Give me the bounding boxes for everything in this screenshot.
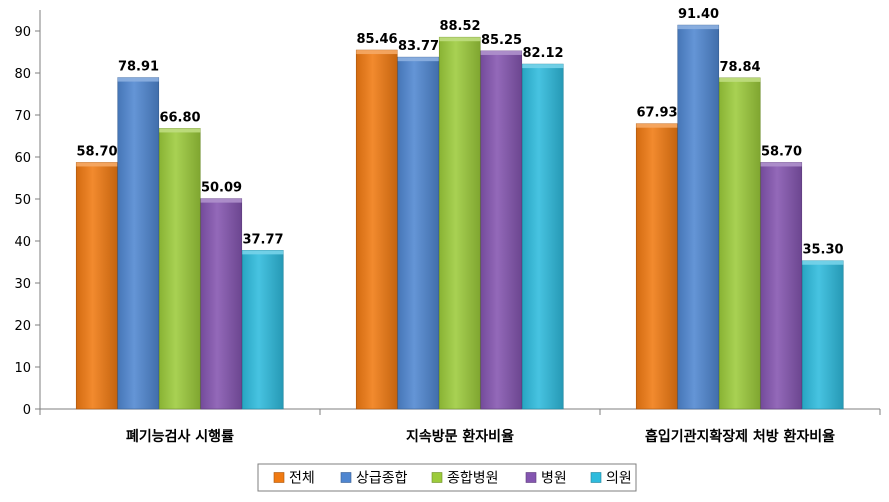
bar-병원 bbox=[200, 198, 243, 410]
y-tick-label: 40 bbox=[14, 235, 31, 250]
legend-swatch-상급종합 bbox=[340, 472, 352, 483]
data-label: 58.70 bbox=[761, 144, 802, 159]
bar-top-highlight bbox=[397, 57, 439, 62]
data-label: 78.84 bbox=[719, 60, 760, 75]
bar-상급종합 bbox=[677, 24, 720, 410]
data-label: 37.77 bbox=[242, 232, 283, 247]
x-category-label: 폐기능검사 시행률 bbox=[126, 428, 234, 445]
bar-top-highlight bbox=[636, 123, 678, 128]
legend-label: 전체 bbox=[289, 471, 315, 487]
y-tick-label: 30 bbox=[14, 277, 31, 292]
y-tick-label: 0 bbox=[23, 403, 31, 418]
legend-swatch-종합병원 bbox=[431, 472, 443, 483]
legend-box bbox=[257, 463, 637, 492]
y-tick-label: 10 bbox=[14, 361, 31, 376]
bar-top-highlight bbox=[200, 198, 242, 203]
bar-종합병원 bbox=[158, 128, 201, 410]
data-label: 78.91 bbox=[118, 60, 159, 75]
data-label: 85.46 bbox=[356, 32, 397, 47]
bar-의원 bbox=[241, 250, 284, 410]
bar-전체 bbox=[355, 49, 398, 410]
legend-swatch-병원 bbox=[525, 472, 537, 483]
bar-top-highlight bbox=[439, 37, 481, 42]
bar-병원 bbox=[760, 162, 803, 410]
bar-top-highlight bbox=[760, 162, 802, 167]
data-label: 82.12 bbox=[522, 46, 563, 61]
bar-top-highlight bbox=[480, 50, 522, 55]
y-tick-label: 90 bbox=[14, 25, 31, 40]
data-label: 91.40 bbox=[678, 7, 719, 22]
bar-top-highlight bbox=[159, 128, 201, 133]
bar-top-highlight bbox=[522, 64, 564, 69]
bar-top-highlight bbox=[802, 260, 844, 265]
bar-의원 bbox=[521, 63, 564, 410]
data-label: 83.77 bbox=[398, 39, 439, 54]
data-label: 35.30 bbox=[802, 243, 843, 258]
y-tick-label: 50 bbox=[14, 193, 31, 208]
data-label: 67.93 bbox=[636, 106, 677, 121]
y-tick-label: 20 bbox=[14, 319, 31, 334]
data-label: 66.80 bbox=[159, 110, 200, 125]
x-category-label: 지속방문 환자비율 bbox=[406, 428, 514, 445]
legend-label: 병원 bbox=[541, 471, 567, 487]
data-labels: 58.70 78.91 66.80 50.09 37.77 85.46 83.7788.52… bbox=[76, 7, 843, 258]
bar-top-highlight bbox=[719, 77, 761, 82]
legend-label: 상급종합 bbox=[356, 471, 408, 487]
legend-swatch-전체 bbox=[273, 472, 285, 483]
bar-상급종합 bbox=[117, 77, 160, 410]
legend-label: 의원 bbox=[606, 471, 632, 487]
axes: 0 10 20 30 40 50 60 70 80 90 폐기능검사 시행률 지속방문 환자비율 흡입기… bbox=[14, 10, 881, 445]
bar-top-highlight bbox=[242, 250, 284, 255]
bar-상급종합 bbox=[397, 56, 440, 410]
bars bbox=[75, 24, 844, 410]
legend: 전체 상급종합 종합병원 병원 의원 bbox=[257, 463, 637, 492]
legend-label: 종합병원 bbox=[447, 471, 499, 487]
data-label: 50.09 bbox=[201, 181, 242, 196]
bar-top-highlight bbox=[677, 25, 719, 30]
bar-전체 bbox=[75, 162, 118, 410]
bar-top-highlight bbox=[356, 50, 398, 55]
y-tick-label: 70 bbox=[14, 109, 31, 124]
bar-병원 bbox=[480, 50, 523, 410]
bar-의원 bbox=[801, 260, 844, 410]
y-tick-label: 60 bbox=[14, 151, 31, 166]
legend-swatch-의원 bbox=[590, 472, 602, 483]
data-label: 58.70 bbox=[76, 144, 117, 159]
bar-top-highlight bbox=[76, 162, 118, 167]
bar-종합병원 bbox=[438, 36, 481, 410]
bar-전체 bbox=[635, 123, 678, 410]
bar-top-highlight bbox=[117, 77, 159, 82]
x-category-label: 흡입기관지확장제 처방 환자비율 bbox=[645, 428, 835, 445]
data-label: 85.25 bbox=[481, 33, 522, 48]
data-label: 88.52 bbox=[439, 19, 480, 34]
bar-종합병원 bbox=[718, 77, 761, 410]
y-tick-label: 80 bbox=[14, 67, 31, 82]
